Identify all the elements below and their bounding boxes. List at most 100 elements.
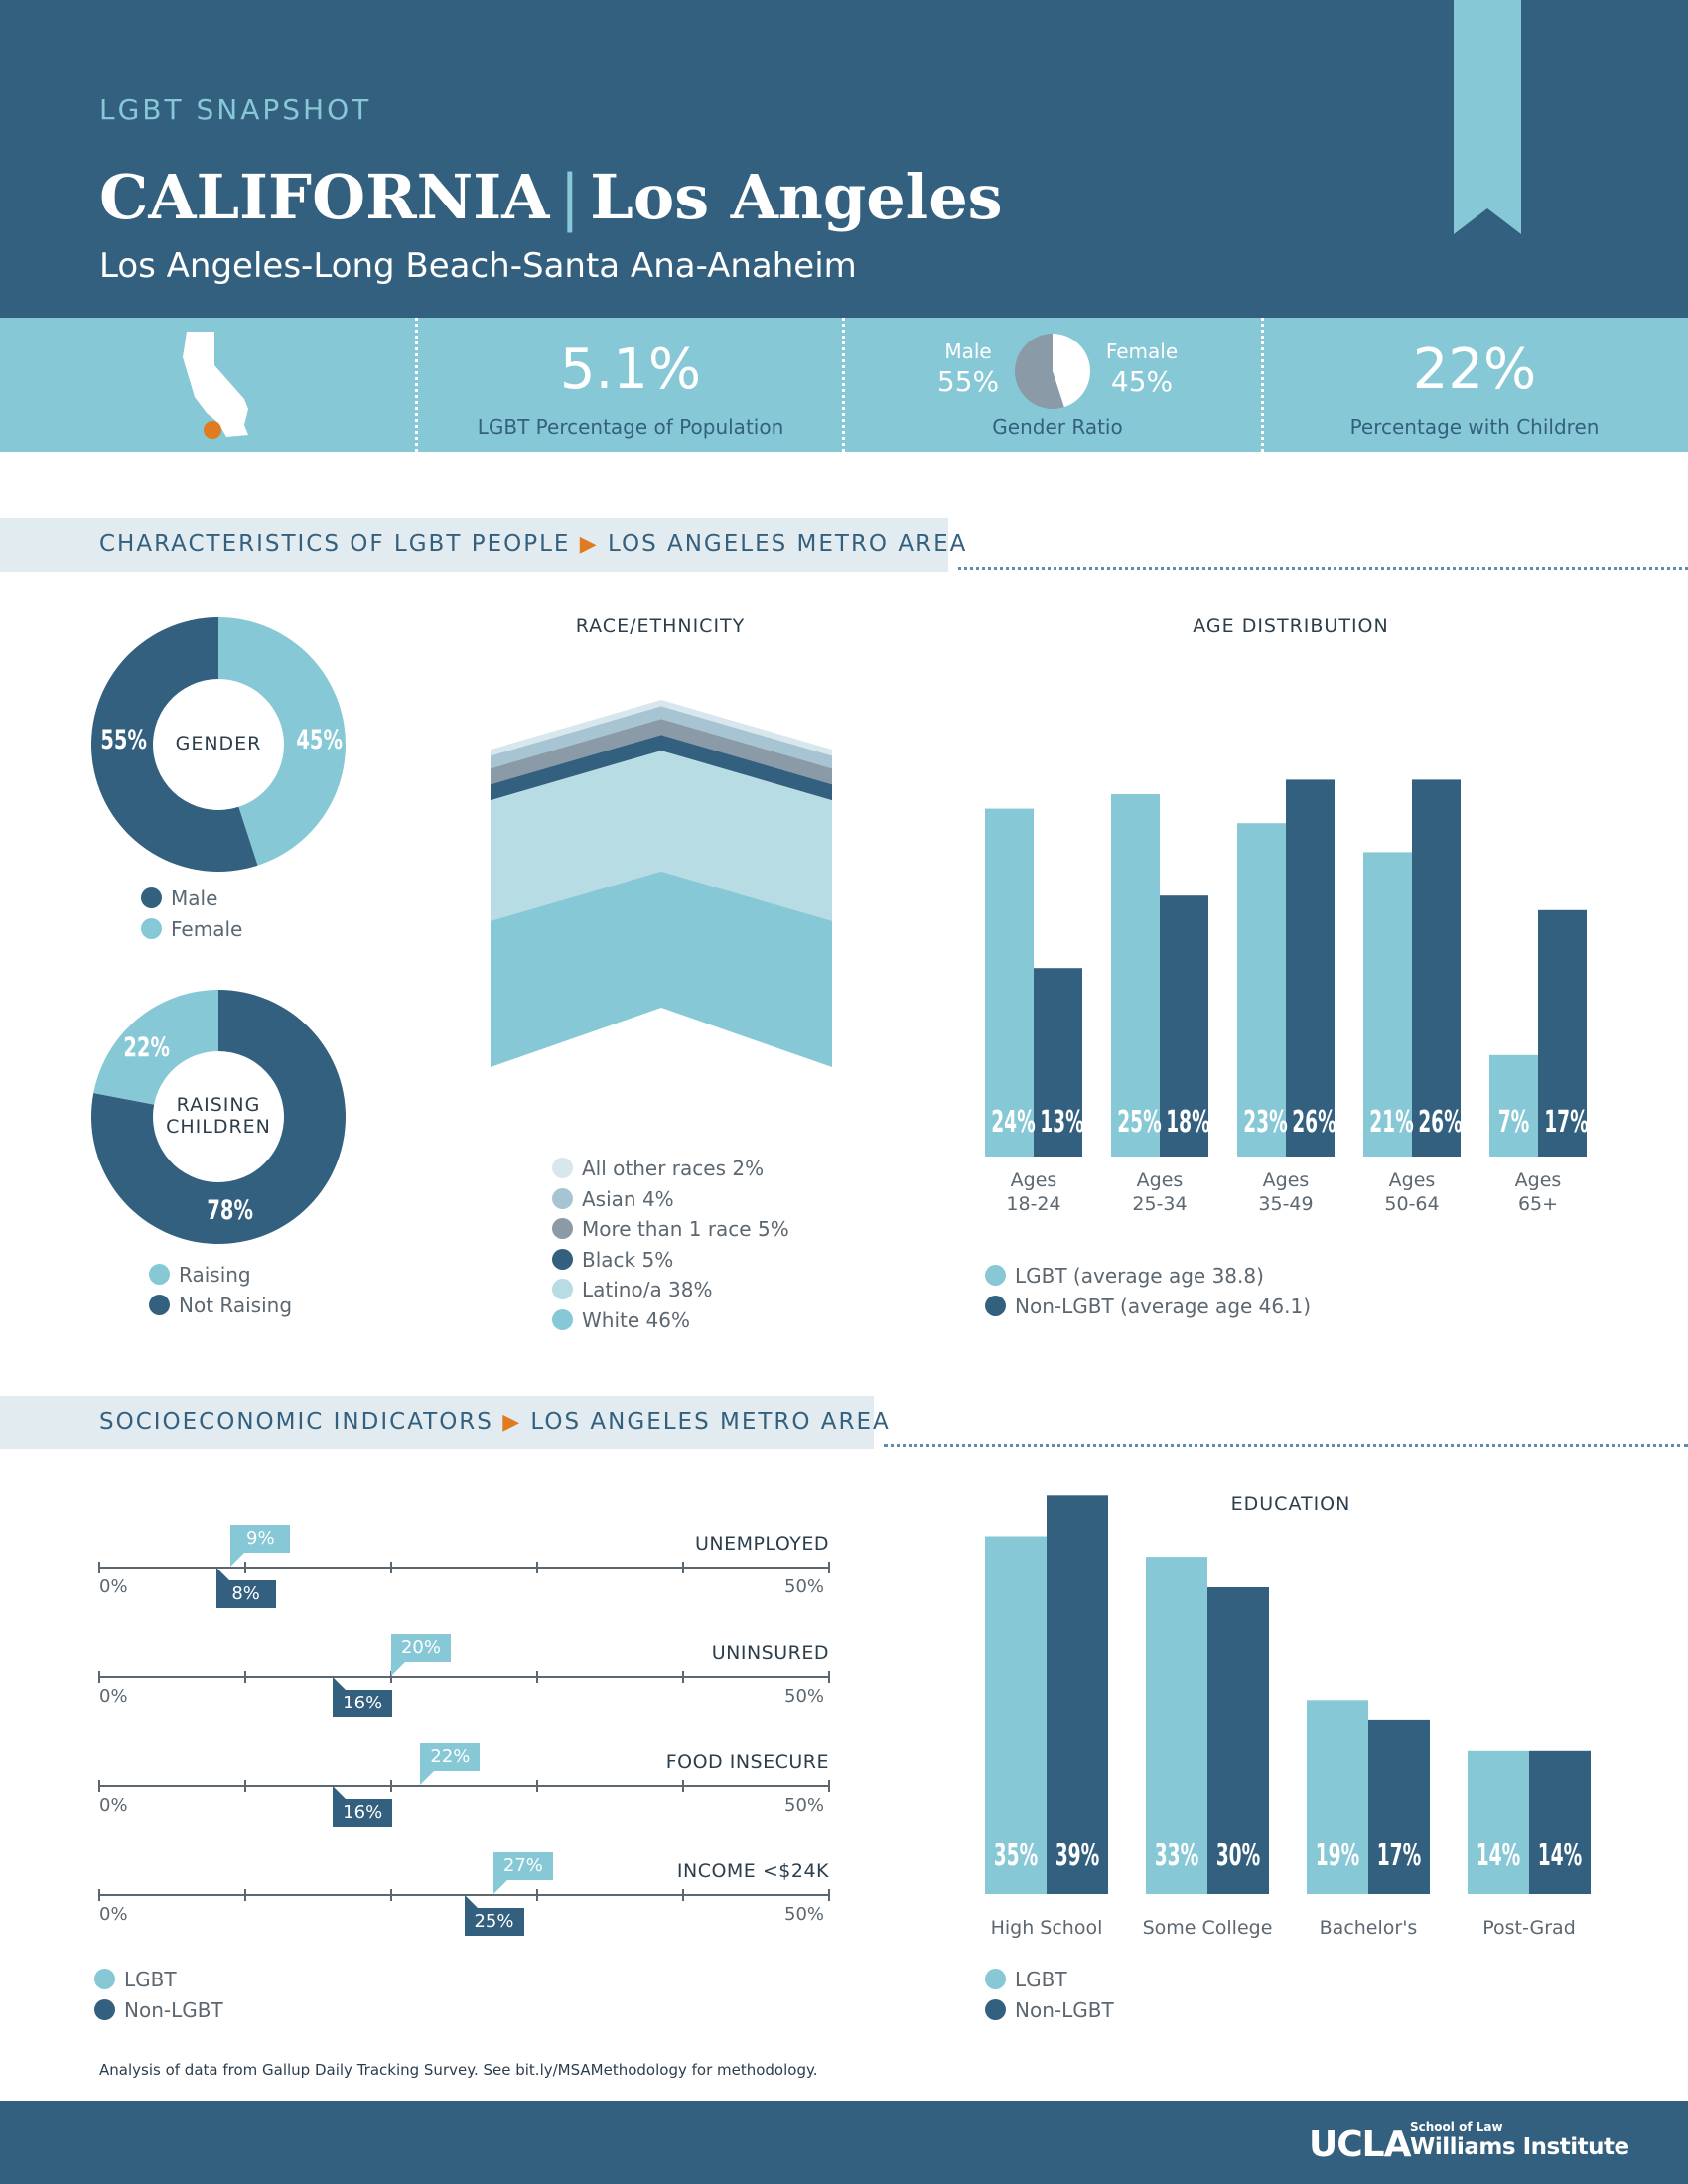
gender-donut-center-label: GENDER: [175, 733, 262, 754]
age-bar-non-lgbt: [1034, 968, 1082, 1157]
flag-pointer: [230, 1553, 245, 1567]
legend-label: Latino/a 38%: [582, 1278, 713, 1301]
education-bar-non-lgbt: [1047, 1495, 1108, 1894]
not-raising-slice: [90, 990, 346, 1244]
age-bar-value: 17%: [1544, 1105, 1589, 1140]
stat-divider: [842, 318, 845, 452]
age-bar-value: 18%: [1166, 1105, 1210, 1140]
indicator-axis-tick: [98, 1562, 100, 1573]
city-name: Los Angeles: [590, 161, 1003, 233]
age-bar-lgbt: [985, 808, 1034, 1157]
education-bar-value: 17%: [1376, 1839, 1422, 1873]
stat-divider: [1261, 318, 1264, 452]
children-percentage-label: Percentage with Children: [1349, 415, 1600, 439]
indicator-axis-line: [99, 1785, 829, 1787]
flag-pointer: [492, 1880, 507, 1894]
age-bar-non-lgbt: [1538, 909, 1587, 1157]
section-dotted-rule: [884, 1444, 1688, 1447]
kicker: LGBT SNAPSHOT: [99, 93, 372, 126]
education-bar-value: 14%: [1537, 1839, 1583, 1873]
race-band-asian: [491, 706, 832, 769]
center-line-2: CHILDREN: [166, 1116, 271, 1138]
education-category-label: Post-Grad: [1482, 1917, 1576, 1939]
section-header-characteristics: [0, 518, 948, 572]
children-percentage-value: 22%: [1412, 338, 1537, 402]
legend-swatch: [94, 1969, 115, 1989]
age-bar-value: 23%: [1243, 1105, 1288, 1140]
gender-male-slice-label: 55%: [100, 725, 147, 755]
legend-swatch: [552, 1308, 573, 1330]
education-bar-lgbt: [1307, 1700, 1368, 1894]
legend-age-lgbt: LGBT (average age 38.8): [985, 1264, 1264, 1288]
age-category-label: Ages 18-24: [1006, 1169, 1061, 1215]
axis-min-label: 0%: [99, 1904, 128, 1925]
race-chart-title: RACE/ETHNICITY: [575, 615, 746, 637]
legend-female: Female: [141, 917, 242, 941]
education-bar-lgbt: [985, 1536, 1047, 1894]
age-category-label: Ages 25-34: [1132, 1169, 1188, 1215]
section-title-characteristics: CHARACTERISTICS OF LGBT PEOPLE ▶ LOS ANG…: [99, 531, 967, 557]
education-bar-chart: [985, 1495, 1591, 1894]
section-title-text: CHARACTERISTICS OF LGBT PEOPLE: [99, 531, 571, 557]
age-chart-title: AGE DISTRIBUTION: [1193, 615, 1389, 637]
legend-swatch: [985, 1296, 1006, 1316]
legend-male: Male: [141, 887, 217, 910]
chevron-notch: [491, 1008, 832, 1107]
legend-label: Asian 4%: [582, 1186, 674, 1211]
california-map-icon: [183, 332, 248, 439]
indicator-axis-tick: [536, 1562, 538, 1573]
race-band-white: [491, 871, 832, 1067]
legend-label: LGBT: [124, 1968, 177, 1991]
age-distribution-bar-chart: [985, 779, 1587, 1157]
race-ethnicity-chevron-chart: [491, 700, 832, 1107]
axis-max-label: 50%: [784, 1686, 825, 1706]
indicator-axis-tick: [98, 1671, 100, 1683]
legend-swatch: [552, 1158, 573, 1178]
age-category-label: Ages 50-64: [1384, 1169, 1440, 1215]
lgbt-value-flag: 9%: [230, 1525, 291, 1553]
axis-max-label: 50%: [784, 1795, 825, 1816]
education-category-label: Some College: [1142, 1917, 1273, 1939]
age-bar-value: 24%: [991, 1105, 1036, 1140]
legend-swatch: [149, 1295, 170, 1315]
indicator-axis-tick: [828, 1562, 830, 1573]
not-raising-slice-label: 78%: [207, 1195, 253, 1226]
legend-edu-lgbt: LGBT: [985, 1968, 1067, 1991]
lgbt-value-flag: 22%: [420, 1743, 481, 1771]
indicator-axis-tick: [682, 1889, 684, 1901]
indicator-axis-line: [99, 1676, 829, 1678]
education-bar-non-lgbt: [1207, 1587, 1269, 1894]
raising-slice: [93, 990, 218, 1105]
title-separator: |: [559, 161, 581, 233]
legend-swatch: [149, 1264, 170, 1285]
age-bar-lgbt: [1237, 823, 1286, 1157]
indicator-axis-tick: [244, 1671, 246, 1683]
age-bar-value: 25%: [1117, 1105, 1162, 1140]
education-bar-value: 39%: [1055, 1839, 1100, 1873]
legend-label: Not Raising: [179, 1294, 293, 1317]
metro-area-name: Los Angeles-Long Beach-Santa Ana-Anaheim: [99, 246, 857, 286]
gender-female-label: Female: [1105, 340, 1179, 363]
flag-pointer: [420, 1771, 435, 1785]
bookmark-ribbon-icon: [1454, 0, 1521, 234]
legend-label: Non-LGBT: [1015, 1998, 1114, 2022]
indicator-axis-tick: [390, 1780, 392, 1792]
gender-male-pct: 55%: [936, 365, 1000, 398]
education-bar-value: 19%: [1315, 1839, 1360, 1873]
flag-pointer: [333, 1786, 348, 1800]
axis-min-label: 0%: [99, 1576, 128, 1597]
indicator-axis-tick: [682, 1780, 684, 1792]
male-mini-slice: [1015, 334, 1064, 409]
legend-label: Non-LGBT: [124, 1998, 223, 2022]
indicator-axis-tick: [828, 1671, 830, 1683]
race-legend: All other races 2% Asian 4% More than 1 ra…: [552, 1157, 850, 1355]
age-bar-lgbt: [1111, 794, 1160, 1157]
stat-divider: [415, 318, 418, 452]
indicator-axis-tick: [244, 1562, 246, 1573]
indicator-label: INCOME <$24K: [676, 1860, 829, 1882]
female-mini-slice: [1053, 334, 1090, 408]
indicator-axis-tick: [244, 1889, 246, 1901]
flag-pointer: [215, 1568, 230, 1581]
legend-age-non-lgbt: Non-LGBT (average age 46.1): [985, 1295, 1311, 1318]
race-legend-item: More than 1 race 5%: [552, 1217, 789, 1241]
